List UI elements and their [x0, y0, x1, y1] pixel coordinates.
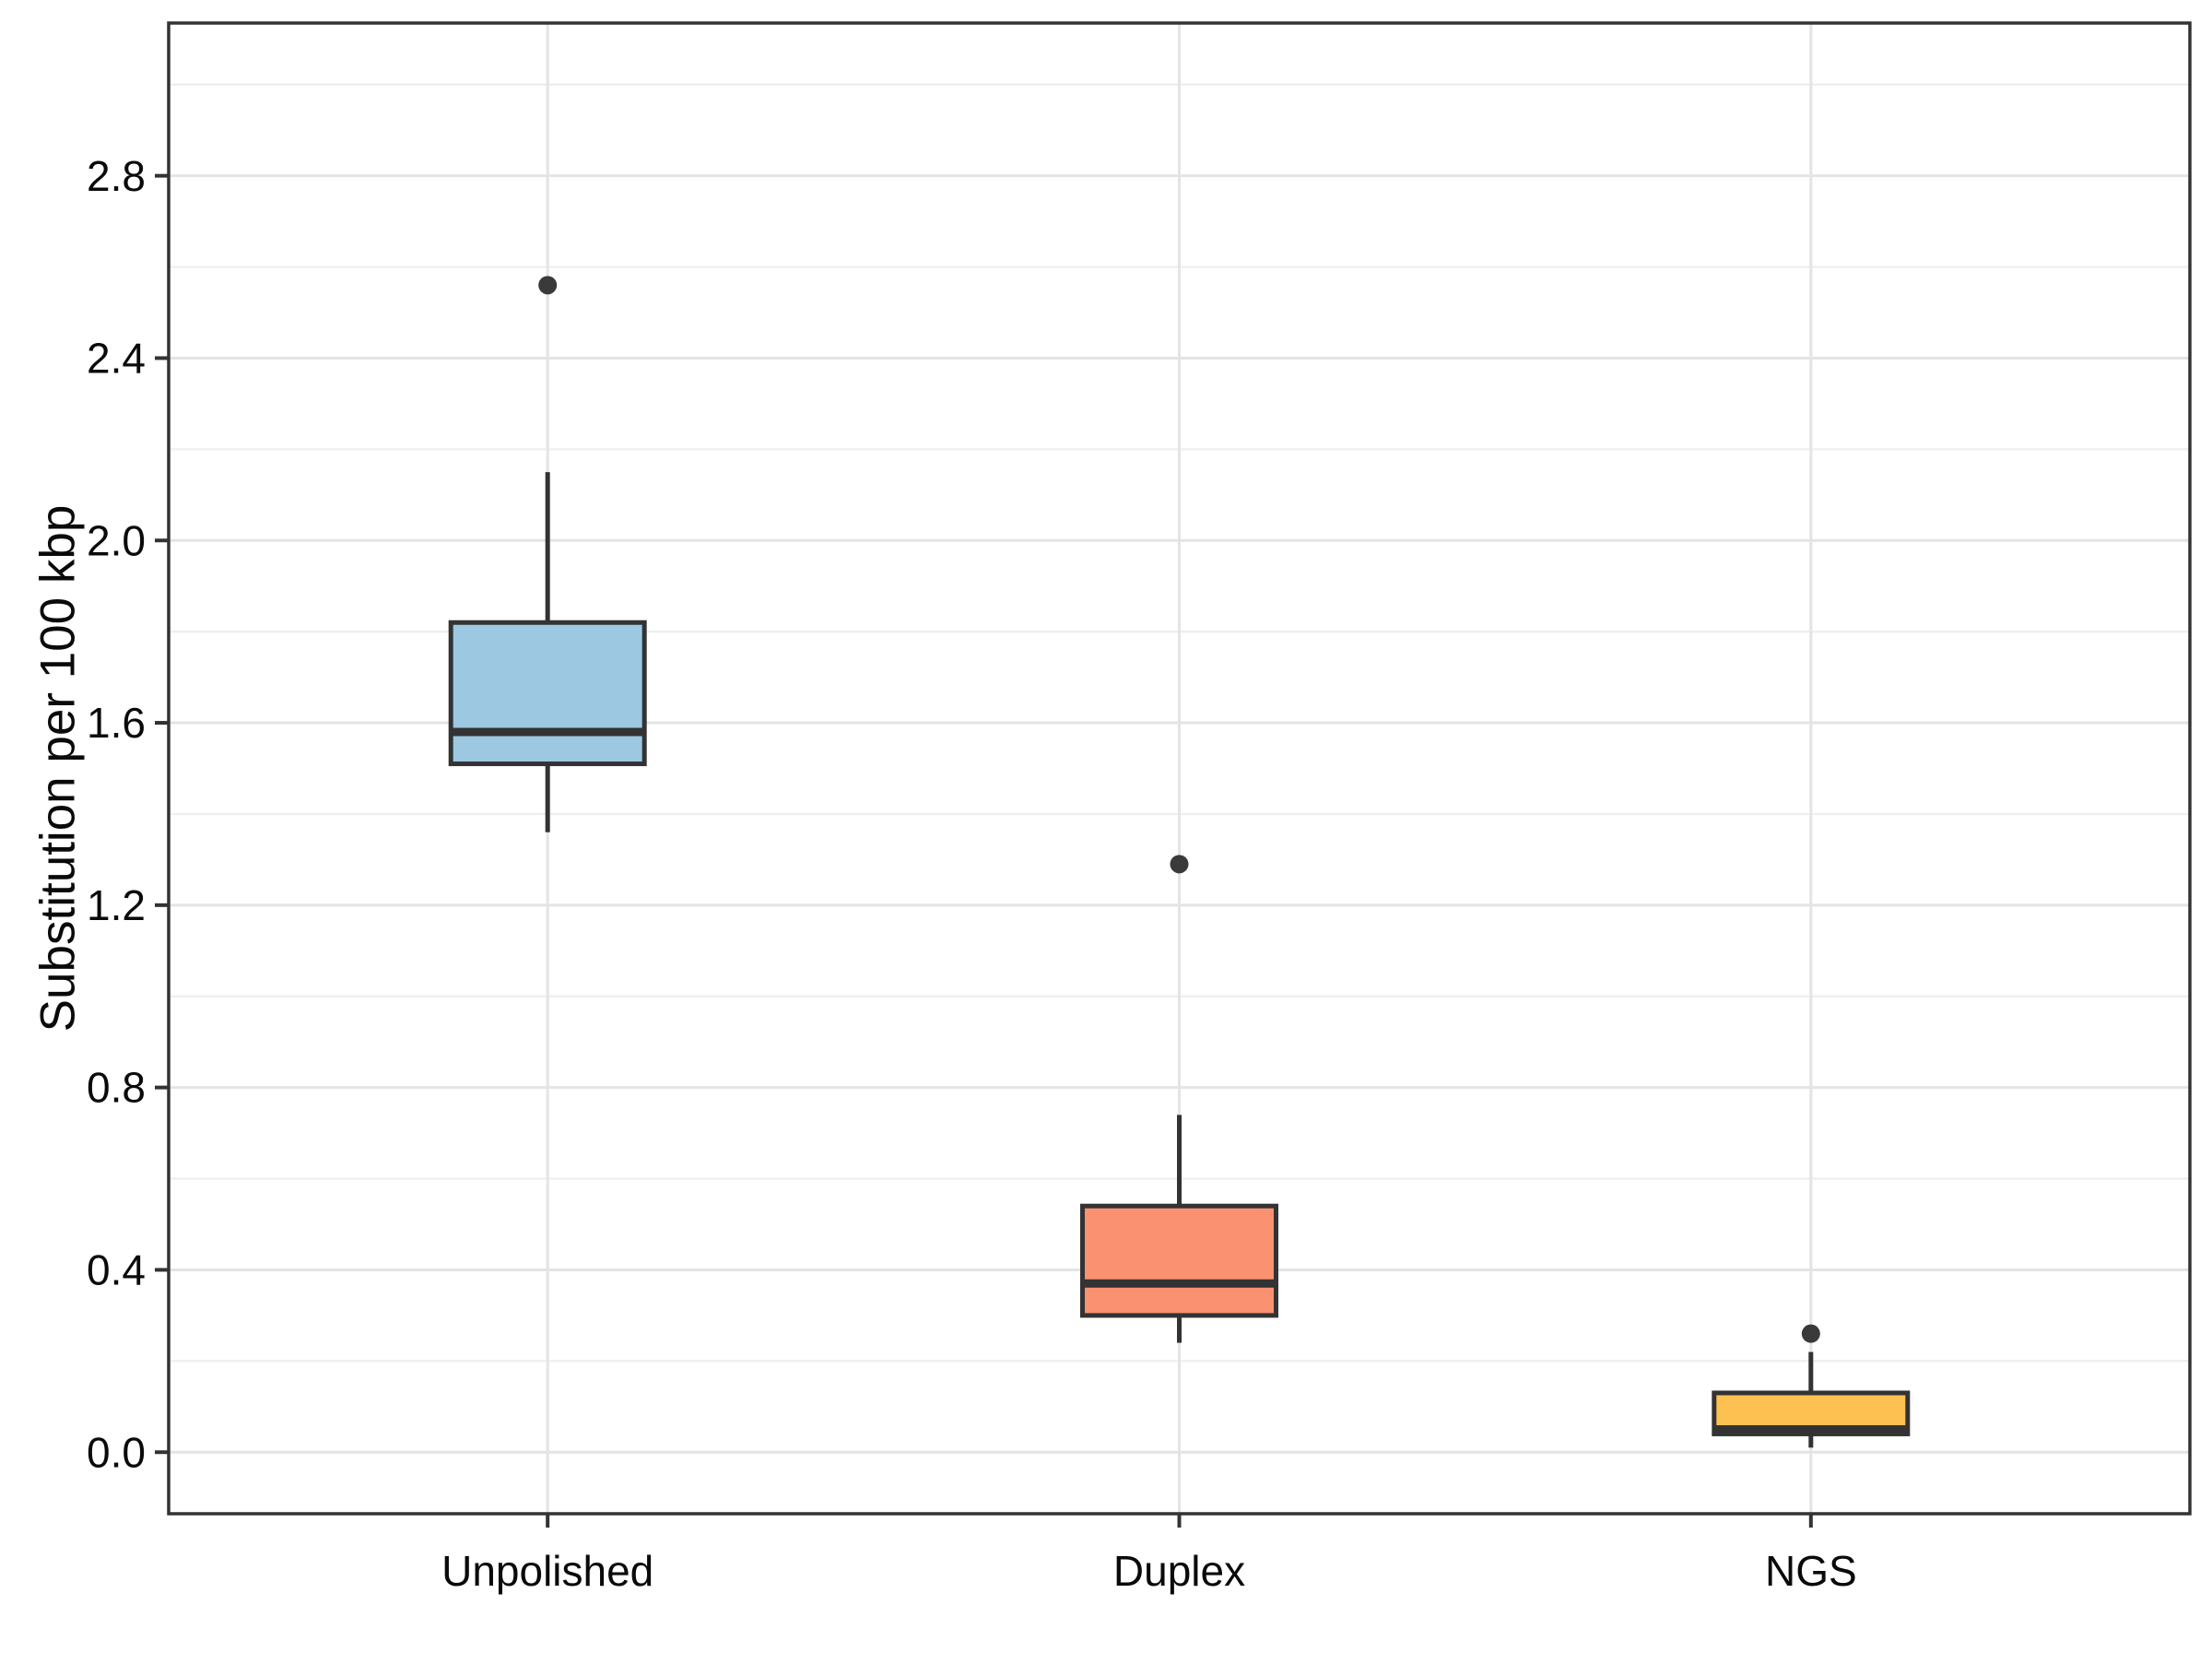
- outlier-point-duplex: [1170, 855, 1189, 874]
- y-tick-label: 1.2: [87, 881, 146, 929]
- x-tick-label-unpolished: Unpolished: [441, 1547, 653, 1595]
- y-tick-label: 2.4: [87, 335, 146, 383]
- x-tick-label-duplex: Duplex: [1113, 1547, 1245, 1595]
- box-duplex: [1080, 1203, 1278, 1318]
- y-tick-label: 0.8: [87, 1064, 146, 1112]
- y-axis-title: Substitution per 100 kbp: [31, 505, 86, 1033]
- y-tick-label: 0.4: [87, 1246, 146, 1294]
- y-tick-label: 1.6: [87, 699, 146, 747]
- y-tick-label: 2.0: [87, 516, 146, 564]
- y-tick-label: 2.8: [87, 152, 146, 200]
- x-tick-label-ngs: NGS: [1765, 1547, 1857, 1595]
- box-unpolished: [448, 620, 647, 767]
- outlier-point-unpolished: [538, 276, 558, 295]
- y-tick-label: 0.0: [87, 1428, 146, 1476]
- outlier-point-ngs: [1801, 1324, 1820, 1343]
